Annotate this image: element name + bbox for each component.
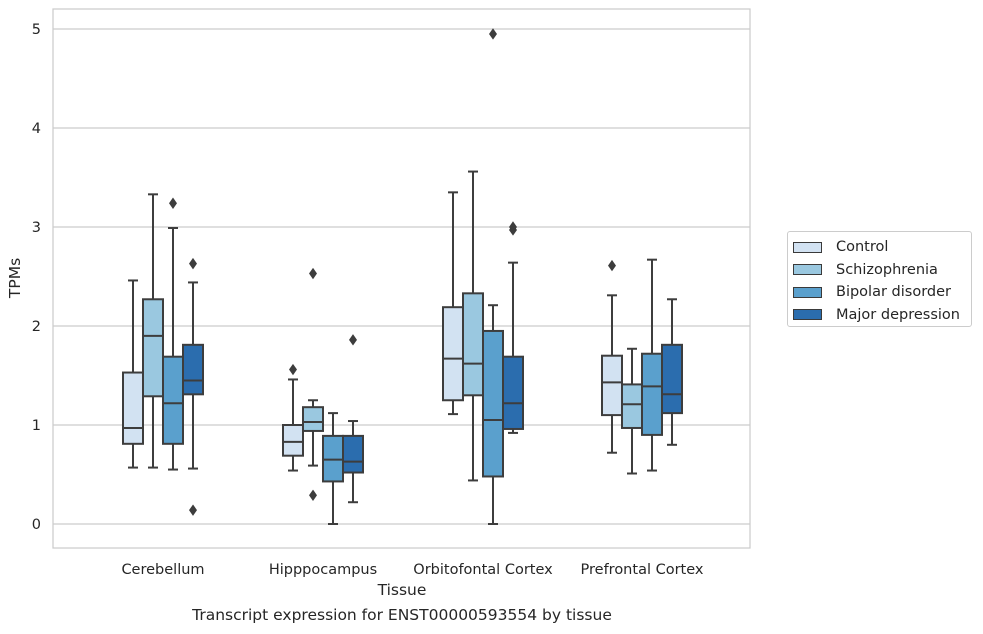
chart-caption: Transcript expression for ENST0000059355…: [192, 606, 612, 624]
legend-item: Bipolar disorder: [793, 281, 971, 304]
legend-item: Schizophrenia: [793, 259, 971, 282]
box-1-0: [282, 363, 304, 472]
outlier-point: [289, 363, 297, 376]
outlier-point: [189, 257, 197, 270]
box-3-3: [661, 298, 683, 446]
x-axis-label: Tissue: [377, 581, 427, 599]
y-tick-label: 2: [32, 319, 41, 335]
iqr-box: [282, 424, 304, 457]
iqr-box: [601, 354, 623, 417]
y-tick-label: 3: [32, 220, 41, 236]
box-2-1: [462, 170, 484, 482]
box-1-2: [322, 412, 344, 525]
y-tick-label: 1: [32, 418, 41, 434]
box-0-3: [182, 257, 204, 516]
iqr-box: [661, 343, 683, 415]
iqr-box: [641, 352, 663, 436]
outlier-point: [608, 259, 616, 272]
y-tick-label: 0: [32, 517, 41, 533]
box-3-1: [621, 347, 643, 475]
iqr-box: [462, 292, 484, 397]
legend-item: Control: [793, 236, 971, 259]
box-0-0: [122, 279, 144, 469]
box-1-1: [302, 267, 324, 501]
box-2-0: [442, 191, 464, 416]
legend-swatch: [793, 286, 822, 298]
y-axis-label: TPMs: [6, 258, 24, 299]
iqr-box: [342, 434, 364, 474]
iqr-box: [122, 371, 144, 445]
legend-swatch: [793, 309, 822, 321]
legend-label: Bipolar disorder: [836, 284, 951, 301]
box-1-3: [342, 334, 364, 504]
outlier-point: [309, 489, 317, 501]
box-0-1: [142, 193, 164, 469]
y-tick-label: 4: [32, 121, 41, 137]
legend-label: Control: [836, 239, 889, 256]
iqr-box: [442, 306, 464, 402]
y-tick-labels: 0 1 2 3 4 5: [32, 22, 41, 533]
iqr-box: [142, 298, 164, 398]
outlier-point: [189, 504, 197, 516]
box-plot-marks: [122, 28, 683, 525]
iqr-box: [621, 383, 643, 429]
x-tick-label: Hipppocampus: [269, 562, 377, 578]
outlier-point: [349, 334, 357, 346]
x-tick-label: Orbitofontal Cortex: [413, 562, 553, 578]
x-tick-label: Prefrontal Cortex: [581, 562, 704, 578]
grid-lines: [53, 28, 750, 525]
outlier-point: [169, 197, 177, 209]
iqr-box: [482, 329, 504, 478]
iqr-box: [502, 355, 524, 430]
box-2-3: [502, 221, 524, 434]
y-tick-label: 5: [32, 22, 41, 38]
iqr-box: [302, 406, 324, 432]
legend-label: Schizophrenia: [836, 261, 938, 278]
box-0-2: [162, 197, 184, 471]
plot-area-frame: [52, 8, 751, 549]
x-tick-labels: Cerebellum Hipppocampus Orbitofontal Corte…: [121, 562, 703, 578]
iqr-box: [182, 343, 204, 396]
legend-swatch: [793, 264, 822, 276]
iqr-box: [162, 355, 184, 445]
outlier-point: [489, 28, 497, 40]
legend-swatch: [793, 241, 822, 253]
legend-item: Major depression: [793, 304, 971, 327]
outlier-point: [509, 221, 517, 233]
outlier-point: [309, 267, 317, 280]
box-3-2: [641, 258, 663, 472]
box-2-2: [482, 28, 504, 525]
box-3-0: [601, 259, 623, 454]
x-tick-label: Cerebellum: [121, 562, 204, 578]
chart-legend: Control Schizophrenia Bipolar disorder Majo…: [787, 231, 972, 327]
legend-label: Major depression: [836, 306, 960, 323]
